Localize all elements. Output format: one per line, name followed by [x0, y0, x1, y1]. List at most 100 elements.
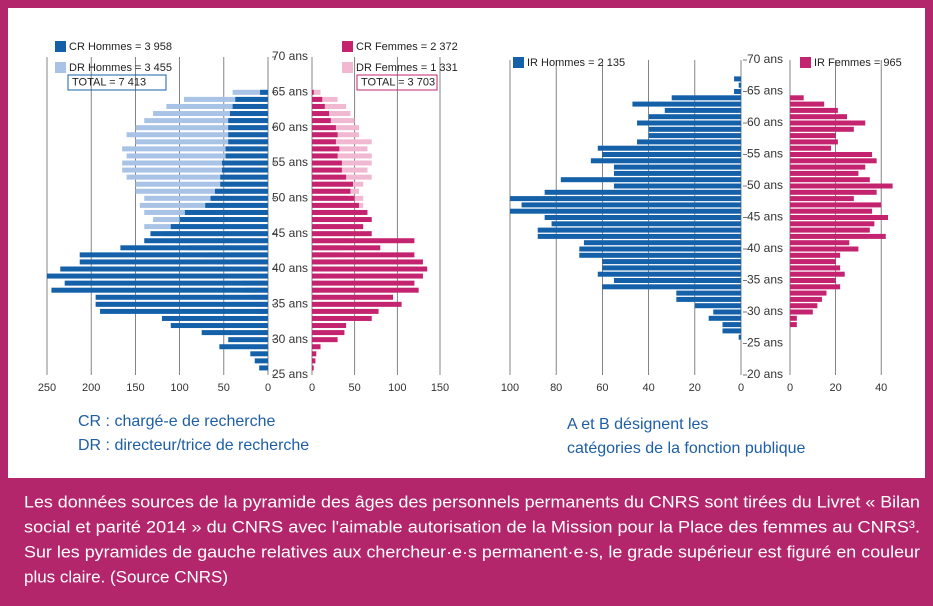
bar — [544, 215, 741, 220]
bar — [648, 133, 741, 139]
bar — [551, 221, 741, 227]
x-tick-label: 0 — [265, 382, 271, 394]
age-label: 35 ans — [747, 273, 783, 287]
bar — [602, 259, 741, 265]
bar — [135, 181, 268, 187]
bar — [210, 195, 268, 201]
age-label: 60 ans — [272, 120, 308, 134]
bar — [790, 164, 866, 170]
caption-line: social et parité 2014 » du CNRS avec l'a… — [24, 517, 920, 536]
bar — [312, 252, 415, 258]
bar — [790, 265, 841, 271]
legend-swatch — [800, 57, 811, 68]
bar — [790, 196, 854, 202]
bar — [150, 231, 268, 237]
x-tick-label: 20 — [829, 382, 841, 394]
bar — [312, 224, 364, 230]
bar — [312, 174, 347, 180]
bar — [537, 233, 741, 239]
bar — [312, 315, 372, 321]
bar — [166, 103, 268, 109]
bar — [312, 167, 342, 173]
bar — [560, 177, 741, 183]
legend-label: CR Femmes = 2 372 — [356, 41, 458, 53]
bar — [613, 164, 741, 170]
bar — [126, 153, 268, 159]
age-label: 55 ans — [747, 147, 783, 161]
bar — [312, 245, 381, 251]
note: DR : directeur/trice de recherche — [78, 437, 309, 454]
bar — [205, 202, 268, 208]
bar — [312, 188, 351, 194]
bar — [312, 365, 314, 371]
bar — [312, 330, 345, 336]
x-tick-label: 50 — [349, 382, 361, 394]
bar — [201, 330, 268, 336]
age-label: 70 ans — [272, 49, 308, 63]
bar — [312, 344, 321, 350]
bar — [312, 160, 342, 166]
age-label: 50 ans — [272, 191, 308, 205]
bar — [312, 280, 415, 286]
bar — [676, 290, 741, 296]
bar — [790, 246, 859, 252]
bar — [790, 152, 873, 157]
legend-label: DR Femmes = 1 331 — [356, 62, 458, 74]
bar — [228, 139, 268, 145]
age-label: 65 ans — [272, 85, 308, 99]
bar — [232, 89, 268, 95]
bar — [222, 167, 268, 173]
bar — [254, 358, 268, 364]
bar — [222, 160, 268, 166]
bar — [312, 125, 336, 131]
age-label: 25 ans — [747, 336, 783, 350]
x-tick-label: 20 — [689, 382, 701, 394]
bar — [790, 278, 836, 283]
bar — [312, 118, 331, 124]
bar — [312, 103, 347, 109]
bar — [312, 308, 379, 314]
x-tick-label: 100 — [501, 382, 519, 394]
x-tick-label: 0 — [787, 382, 793, 394]
bar — [312, 153, 338, 159]
x-tick-label: 60 — [596, 382, 608, 394]
bar — [602, 152, 741, 157]
bar — [135, 139, 268, 145]
x-tick-label: 250 — [38, 382, 56, 394]
bar — [613, 278, 741, 283]
bar — [120, 245, 268, 251]
bar — [738, 82, 741, 88]
legend-swatch — [55, 62, 66, 73]
bar — [790, 189, 877, 195]
bar — [790, 183, 893, 189]
age-label: 45 ans — [272, 226, 308, 240]
bar — [95, 301, 269, 307]
age-label: 25 ans — [272, 367, 308, 381]
bar — [790, 120, 866, 126]
bar — [664, 107, 741, 113]
bar — [790, 208, 873, 214]
bar — [613, 183, 741, 189]
age-label: 40 ans — [272, 261, 308, 275]
bar — [632, 101, 741, 107]
total-label: TOTAL = 3 703 — [361, 76, 435, 88]
bar — [184, 209, 268, 215]
bar — [312, 96, 338, 102]
x-tick-label: 50 — [218, 382, 230, 394]
bar — [312, 351, 317, 357]
bar — [676, 296, 741, 302]
bar — [122, 167, 268, 173]
bar — [790, 114, 847, 120]
bar — [79, 252, 268, 258]
caption-line: plus claire. (Source CNRS) — [24, 567, 228, 586]
bar — [790, 240, 850, 246]
bar — [790, 107, 838, 113]
bar — [694, 303, 741, 309]
bar — [312, 146, 340, 152]
bar — [312, 89, 314, 95]
bar — [510, 208, 741, 214]
note: CR : chargé-e de recherche — [78, 413, 276, 430]
age-label: 30 ans — [272, 332, 308, 346]
bar — [790, 170, 859, 176]
age-label: 40 ans — [747, 241, 783, 255]
